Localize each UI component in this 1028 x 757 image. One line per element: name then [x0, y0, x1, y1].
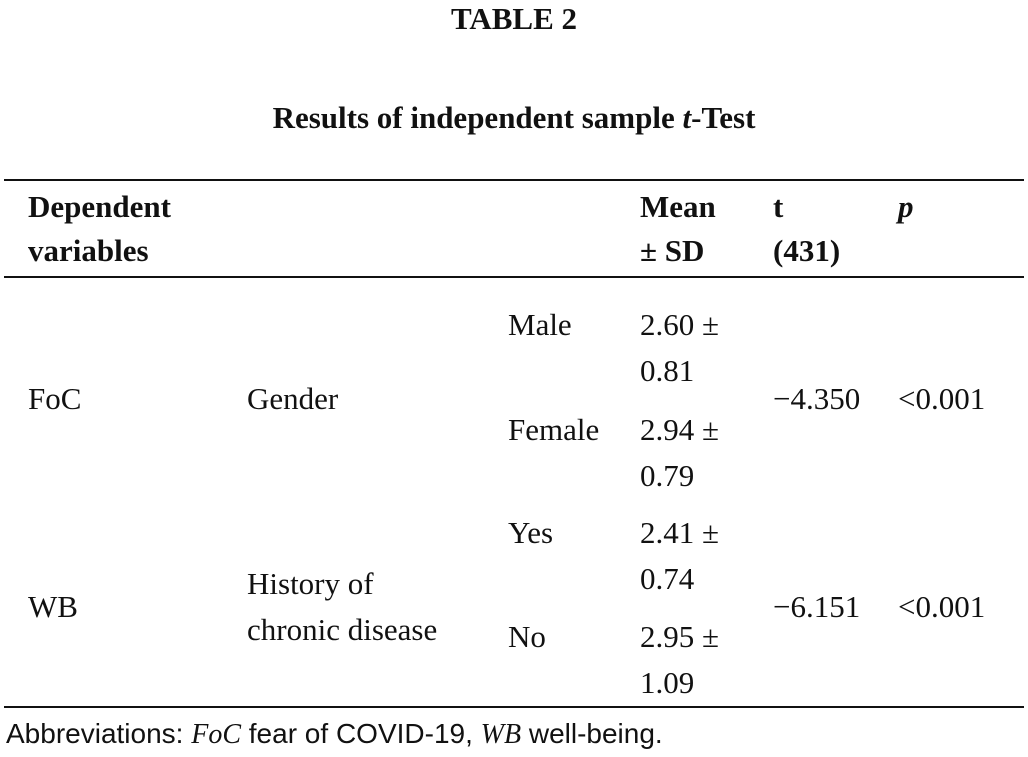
row-p-value: <0.001 [898, 589, 986, 624]
row-variable: FoC [28, 381, 82, 416]
level-mean-sd-line2: 1.09 [640, 665, 695, 700]
level-name: Yes [508, 515, 554, 550]
caption-prefix: Results of independent sample [272, 100, 683, 135]
level-mean-sd-line2: 0.74 [640, 561, 695, 596]
header-mean-line2: ± SD [640, 233, 705, 268]
table-footnote: Abbreviations: FoC fear of COVID-19, WB … [6, 714, 663, 755]
row-grouping-line2: chronic disease [247, 612, 438, 647]
header-p: p [898, 189, 914, 224]
level-name: Male [508, 307, 572, 342]
footnote-abbr-foc: FoC [191, 719, 241, 750]
table-top-rule [4, 179, 1024, 181]
row-t-value: −4.350 [773, 381, 861, 416]
level-mean-sd-line1: 2.60 ± [640, 307, 720, 342]
row-grouping: Gender [247, 381, 339, 416]
header-mean-line1: Mean [640, 189, 716, 224]
caption-suffix: -Test [691, 100, 756, 135]
table-bottom-rule [4, 706, 1024, 708]
table-header-rule [4, 276, 1024, 278]
level-mean-sd-line1: 2.94 ± [640, 412, 720, 447]
caption-italic-t: t [682, 100, 692, 135]
level-mean-sd-line2: 0.81 [640, 353, 695, 388]
row-t-value: −6.151 [773, 589, 861, 624]
table-caption: Results of independent sample t-Test [0, 98, 1028, 138]
level-mean-sd-line2: 0.79 [640, 458, 695, 493]
header-dependent-line1: Dependent [28, 189, 171, 224]
level-name: No [508, 619, 546, 654]
level-name: Female [508, 412, 600, 447]
footnote-prefix: Abbreviations: [6, 718, 192, 749]
footnote-def-wb: well-being. [521, 718, 663, 749]
level-mean-sd-line1: 2.95 ± [640, 619, 720, 654]
level-mean-sd-line1: 2.41 ± [640, 515, 720, 550]
footnote-abbr-wb: WB [480, 719, 522, 750]
header-dependent-line2: variables [28, 233, 149, 268]
row-grouping: History of [247, 566, 374, 601]
header-t-line2: (431) [773, 233, 841, 268]
table-number: TABLE 2 [450, 1, 578, 36]
header-t-line1: t [773, 189, 784, 224]
footnote-def-foc: fear of COVID-19, [241, 718, 481, 749]
row-p-value: <0.001 [898, 381, 986, 416]
row-variable: WB [28, 589, 78, 624]
